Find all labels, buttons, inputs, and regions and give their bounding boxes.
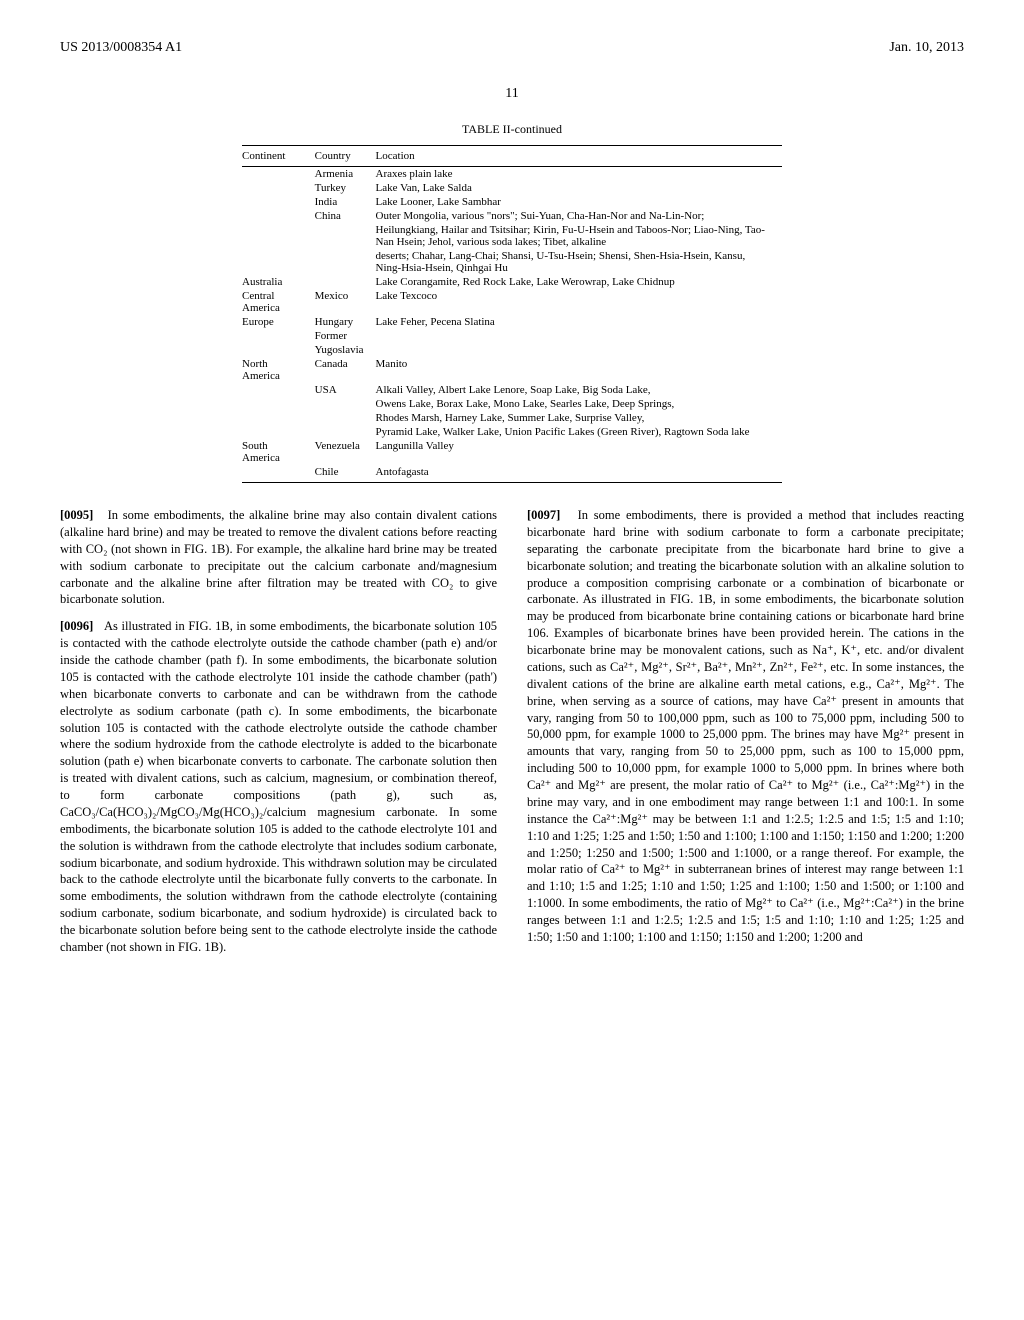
paragraph-96: [0096] As illustrated in FIG. 1B, in som… — [60, 618, 497, 956]
header-left: US 2013/0008354 A1 — [60, 40, 182, 56]
body-columns: [0095] In some embodiments, the alkaline… — [60, 507, 964, 966]
table-cell: Alkali Valley, Albert Lake Lenore, Soap … — [376, 383, 782, 397]
table-cell — [242, 383, 315, 397]
table-cell: Rhodes Marsh, Harney Lake, Summer Lake, … — [376, 411, 782, 425]
header-right: Jan. 10, 2013 — [889, 40, 964, 56]
table-cell — [242, 329, 315, 343]
page-header: US 2013/0008354 A1 Jan. 10, 2013 — [60, 40, 964, 56]
paragraph-97: [0097] In some embodiments, there is pro… — [527, 507, 964, 946]
table-cell: Outer Mongolia, various "nors"; Sui-Yuan… — [376, 209, 782, 223]
table-cell — [242, 425, 315, 439]
table-cell: Chile — [315, 465, 376, 483]
table-row: USAAlkali Valley, Albert Lake Lenore, So… — [242, 383, 782, 397]
table-title: TABLE II-continued — [60, 122, 964, 137]
table-cell: Heilungkiang, Hailar and Tsitsihar; Kiri… — [376, 223, 782, 249]
table-cell — [376, 343, 782, 357]
table-cell: Europe — [242, 315, 315, 329]
para-num-97: [0097] — [527, 508, 560, 522]
table-cell: Lake Feher, Pecena Slatina — [376, 315, 782, 329]
table-cell: Canada — [315, 357, 376, 383]
table-cell: China — [315, 209, 376, 223]
table-cell — [242, 397, 315, 411]
table-row: TurkeyLake Van, Lake Salda — [242, 181, 782, 195]
table-row: ChinaOuter Mongolia, various "nors"; Sui… — [242, 209, 782, 223]
para-num-95: [0095] — [60, 508, 93, 522]
table-cell — [315, 275, 376, 289]
table-row: Heilungkiang, Hailar and Tsitsihar; Kiri… — [242, 223, 782, 249]
table-cell: Central America — [242, 289, 315, 315]
table-cell — [315, 425, 376, 439]
table-row: ChileAntofagasta — [242, 465, 782, 483]
table-cell: Lake Looner, Lake Sambhar — [376, 195, 782, 209]
table-cell: Antofagasta — [376, 465, 782, 483]
table-cell: Hungary — [315, 315, 376, 329]
table-cell — [242, 209, 315, 223]
table-cell: Langunilla Valley — [376, 439, 782, 465]
para-text-97: In some embodiments, there is provided a… — [527, 508, 964, 944]
table-row: Central AmericaMexicoLake Texcoco — [242, 289, 782, 315]
location-table: Continent Country Location ArmeniaAraxes… — [242, 145, 782, 483]
table-cell — [242, 411, 315, 425]
col-country: Country — [315, 146, 376, 167]
para-num-96: [0096] — [60, 619, 93, 633]
table-cell: Araxes plain lake — [376, 167, 782, 182]
table-row: IndiaLake Looner, Lake Sambhar — [242, 195, 782, 209]
table-cell: India — [315, 195, 376, 209]
table-row: Owens Lake, Borax Lake, Mono Lake, Searl… — [242, 397, 782, 411]
table-row: Australia Lake Corangamite, Red Rock Lake… — [242, 275, 782, 289]
table-cell: Armenia — [315, 167, 376, 182]
table-cell: South America — [242, 439, 315, 465]
table-cell — [242, 167, 315, 182]
table-cell: Former — [315, 329, 376, 343]
table-cell — [315, 223, 376, 249]
table-cell — [315, 397, 376, 411]
col-continent: Continent — [242, 146, 315, 167]
table-cell — [242, 195, 315, 209]
table-cell: Lake Texcoco — [376, 289, 782, 315]
table-cell: Owens Lake, Borax Lake, Mono Lake, Searl… — [376, 397, 782, 411]
paragraph-95: [0095] In some embodiments, the alkaline… — [60, 507, 497, 608]
table-cell: Lake Van, Lake Salda — [376, 181, 782, 195]
para-text-95: In some embodiments, the alkaline brine … — [60, 508, 497, 606]
table-cell: Australia — [242, 275, 315, 289]
table-cell — [376, 329, 782, 343]
table-row: North AmericaCanadaManito — [242, 357, 782, 383]
col-location: Location — [376, 146, 782, 167]
table-row: deserts; Chahar, Lang-Chai; Shansi, U-Ts… — [242, 249, 782, 275]
table-cell: Mexico — [315, 289, 376, 315]
table-row: Rhodes Marsh, Harney Lake, Summer Lake, … — [242, 411, 782, 425]
table-cell — [242, 465, 315, 483]
table-row: Pyramid Lake, Walker Lake, Union Pacific… — [242, 425, 782, 439]
table-cell: Venezuela — [315, 439, 376, 465]
table-cell: USA — [315, 383, 376, 397]
table-cell — [242, 343, 315, 357]
table-cell: Turkey — [315, 181, 376, 195]
table-row: EuropeHungaryLake Feher, Pecena Slatina — [242, 315, 782, 329]
table-header-row: Continent Country Location — [242, 146, 782, 167]
table-cell — [242, 223, 315, 249]
table-cell: Pyramid Lake, Walker Lake, Union Pacific… — [376, 425, 782, 439]
table-cell: Yugoslavia — [315, 343, 376, 357]
page-number: 11 — [60, 86, 964, 102]
para-text-96: As illustrated in FIG. 1B, in some embod… — [60, 619, 497, 954]
table-cell — [315, 249, 376, 275]
table-cell: deserts; Chahar, Lang-Chai; Shansi, U-Ts… — [376, 249, 782, 275]
right-column: [0097] In some embodiments, there is pro… — [527, 507, 964, 966]
left-column: [0095] In some embodiments, the alkaline… — [60, 507, 497, 966]
table-cell — [242, 181, 315, 195]
table-cell — [315, 411, 376, 425]
table-row: Former — [242, 329, 782, 343]
table-row: South AmericaVenezuelaLangunilla Valley — [242, 439, 782, 465]
table-cell: Manito — [376, 357, 782, 383]
table-row: Yugoslavia — [242, 343, 782, 357]
table-row: ArmeniaAraxes plain lake — [242, 167, 782, 182]
table-cell: Lake Corangamite, Red Rock Lake, Lake We… — [376, 275, 782, 289]
table-cell — [242, 249, 315, 275]
table-cell: North America — [242, 357, 315, 383]
